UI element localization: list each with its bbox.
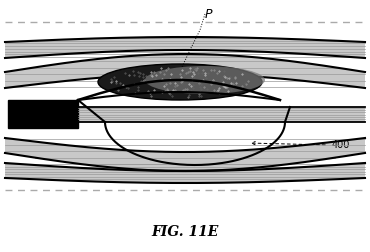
Bar	[8, 100, 78, 128]
Text: FIG. 11E: FIG. 11E	[151, 225, 219, 239]
Polygon shape	[5, 37, 365, 58]
Text: 400: 400	[332, 140, 350, 150]
Polygon shape	[5, 54, 365, 88]
Text: P: P	[204, 8, 212, 21]
Polygon shape	[5, 163, 365, 183]
Ellipse shape	[98, 64, 262, 100]
Ellipse shape	[145, 66, 265, 94]
Polygon shape	[5, 138, 365, 171]
Polygon shape	[78, 107, 365, 122]
